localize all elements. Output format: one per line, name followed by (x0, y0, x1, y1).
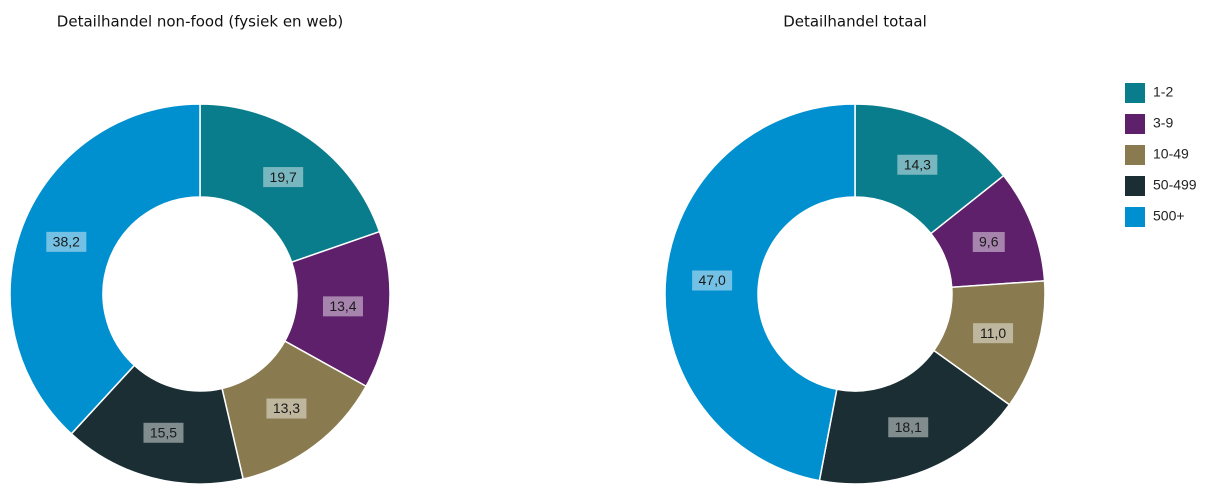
donut-slice (199, 103, 381, 264)
legend-swatch (1125, 176, 1145, 196)
value-label-box (897, 154, 938, 175)
legend-swatch (1125, 145, 1145, 165)
value-label-box (692, 270, 733, 291)
value-label: 13,4 (329, 298, 356, 314)
value-label: 18,1 (895, 419, 922, 435)
legend-label: 1-2 (1153, 84, 1173, 100)
value-label: 13,3 (273, 400, 300, 416)
donut-slice (664, 103, 856, 482)
donut-slice (9, 103, 201, 435)
legend-swatch (1125, 114, 1145, 134)
legend-label: 10-49 (1153, 146, 1189, 162)
value-label-box (266, 398, 307, 419)
value-label-box (972, 232, 1005, 253)
donut-slice (818, 349, 1011, 484)
value-label: 38,2 (53, 234, 80, 250)
legend-label: 500+ (1153, 208, 1185, 224)
value-label-box (263, 167, 304, 188)
value-label-box (973, 323, 1014, 344)
value-label-box (322, 296, 363, 317)
value-label: 9,6 (979, 234, 999, 250)
value-label-box (46, 231, 87, 252)
value-label: 47,0 (699, 272, 726, 288)
value-label: 15,5 (150, 424, 177, 440)
chart-title: Detailhandel non-food (fysiek en web) (57, 13, 343, 31)
value-label: 11,0 (980, 325, 1006, 341)
legend-label: 50-499 (1153, 177, 1197, 193)
value-label: 19,7 (270, 169, 297, 185)
chart-title: Detailhandel totaal (783, 13, 927, 31)
legend-swatch (1125, 83, 1145, 103)
value-label-box (888, 417, 929, 438)
legend-label: 3-9 (1153, 115, 1173, 131)
legend-swatch (1125, 207, 1145, 227)
value-label-box (143, 422, 184, 443)
value-label: 14,3 (904, 156, 931, 172)
